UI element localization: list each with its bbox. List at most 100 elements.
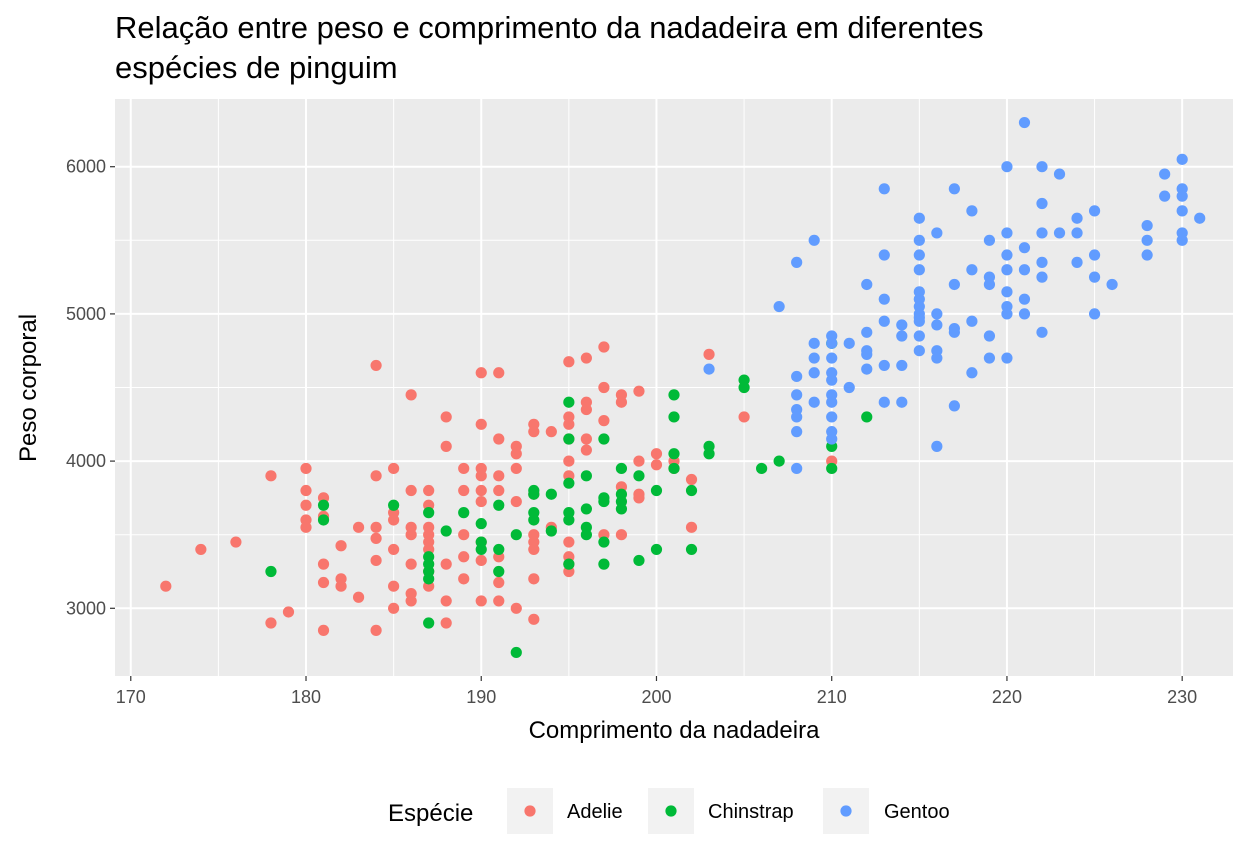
point-adelie xyxy=(563,455,575,467)
point-adelie xyxy=(685,473,698,486)
point-gentoo xyxy=(983,278,996,291)
point-gentoo xyxy=(826,374,838,386)
point-chinstrap xyxy=(633,554,645,567)
legend-marker-chinstrap xyxy=(665,805,677,817)
point-adelie xyxy=(265,617,277,629)
y-tick-label: 6000 xyxy=(66,157,106,177)
point-gentoo xyxy=(791,462,803,475)
point-adelie xyxy=(458,551,470,563)
point-adelie xyxy=(475,495,487,508)
point-adelie xyxy=(458,484,470,497)
point-gentoo xyxy=(808,367,820,379)
point-adelie xyxy=(528,543,540,556)
point-gentoo xyxy=(843,337,855,349)
point-gentoo xyxy=(931,227,943,239)
point-adelie xyxy=(370,359,382,372)
point-gentoo xyxy=(1159,190,1171,202)
point-chinstrap xyxy=(493,543,505,556)
point-gentoo xyxy=(896,359,908,372)
point-gentoo xyxy=(896,330,908,342)
point-chinstrap xyxy=(861,411,873,423)
point-chinstrap xyxy=(423,573,435,585)
point-adelie xyxy=(650,459,663,471)
point-chinstrap xyxy=(703,448,715,460)
point-adelie xyxy=(230,536,242,548)
point-chinstrap xyxy=(388,499,400,511)
point-gentoo xyxy=(913,234,925,246)
point-gentoo xyxy=(966,315,978,327)
point-adelie xyxy=(563,536,575,548)
point-adelie xyxy=(160,580,172,592)
x-tick-label: 210 xyxy=(817,687,847,707)
point-adelie xyxy=(475,367,487,379)
point-gentoo xyxy=(826,337,838,349)
point-adelie xyxy=(685,521,698,533)
point-chinstrap xyxy=(423,507,435,519)
point-gentoo xyxy=(1088,249,1101,261)
point-adelie xyxy=(633,455,645,467)
point-gentoo xyxy=(931,352,943,364)
point-adelie xyxy=(510,602,522,614)
point-chinstrap xyxy=(668,389,680,401)
point-gentoo xyxy=(1071,256,1083,268)
point-gentoo xyxy=(861,278,873,291)
point-gentoo xyxy=(826,411,838,423)
point-adelie xyxy=(738,411,750,423)
point-adelie xyxy=(493,367,505,379)
point-gentoo xyxy=(1106,278,1118,291)
point-chinstrap xyxy=(633,470,645,482)
point-chinstrap xyxy=(493,499,505,511)
point-adelie xyxy=(580,444,592,456)
point-adelie xyxy=(580,433,592,445)
chart-title-line-2: espécies de pinguim xyxy=(115,50,398,85)
point-adelie xyxy=(475,595,487,607)
point-adelie xyxy=(580,352,592,364)
point-gentoo xyxy=(878,249,890,261)
point-gentoo xyxy=(1036,271,1048,283)
point-adelie xyxy=(317,558,330,570)
point-chinstrap xyxy=(580,529,592,541)
point-adelie xyxy=(563,418,575,430)
y-axis-title: Peso corporal xyxy=(15,314,42,462)
point-adelie xyxy=(440,558,452,570)
point-gentoo xyxy=(1088,308,1101,320)
point-chinstrap xyxy=(317,499,330,511)
point-gentoo xyxy=(826,433,838,445)
point-gentoo xyxy=(1088,271,1101,283)
point-gentoo xyxy=(913,315,925,327)
point-gentoo xyxy=(913,212,925,224)
x-tick-label: 180 xyxy=(291,687,321,707)
point-gentoo xyxy=(703,363,715,375)
point-gentoo xyxy=(1001,352,1013,364)
point-gentoo xyxy=(1018,116,1031,129)
x-tick-label: 230 xyxy=(1167,687,1197,707)
y-tick-label: 5000 xyxy=(66,304,106,324)
point-gentoo xyxy=(948,400,960,412)
point-adelie xyxy=(352,521,365,533)
point-adelie xyxy=(405,389,417,401)
x-tick-label: 170 xyxy=(116,687,146,707)
point-adelie xyxy=(493,484,505,497)
point-chinstrap xyxy=(650,543,663,556)
y-axis-ticks: 3000 4000 5000 6000 xyxy=(66,157,115,618)
point-gentoo xyxy=(1159,168,1171,180)
point-chinstrap xyxy=(598,558,610,570)
point-adelie xyxy=(510,495,522,508)
point-chinstrap xyxy=(580,503,592,515)
point-adelie xyxy=(317,576,330,589)
point-gentoo xyxy=(948,326,960,338)
legend-label-chinstrap: Chinstrap xyxy=(708,801,794,823)
point-gentoo xyxy=(1141,249,1153,261)
point-gentoo xyxy=(1176,153,1188,165)
point-adelie xyxy=(388,514,400,526)
point-chinstrap xyxy=(738,381,750,394)
point-chinstrap xyxy=(475,518,487,530)
legend-label-adelie: Adelie xyxy=(567,801,623,823)
point-adelie xyxy=(370,532,382,544)
point-chinstrap xyxy=(510,529,522,541)
point-chinstrap xyxy=(563,558,575,570)
point-chinstrap xyxy=(545,525,557,537)
point-chinstrap xyxy=(493,565,505,578)
minor-gridlines xyxy=(115,99,1233,676)
point-adelie xyxy=(580,403,592,416)
